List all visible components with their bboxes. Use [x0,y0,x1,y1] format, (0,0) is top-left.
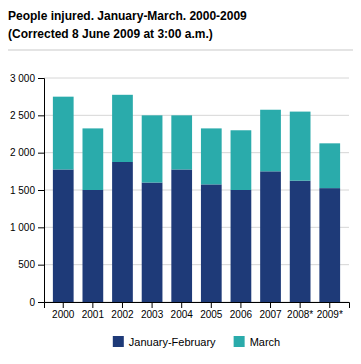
x-tick: 2003 [141,302,164,320]
legend-label: March [250,336,281,348]
y-tick-label: 500 [18,259,35,270]
bar [142,183,163,302]
x-tick-mark [270,302,271,308]
y-tick: 0 [29,297,44,308]
bar [319,143,340,188]
y-axis: 0 500 1 000 1 500 2 000 2 500 3 000 [10,73,45,308]
x-tick-mark [152,302,153,308]
y-tick-mark [38,115,44,116]
bar [201,184,222,302]
bar [260,110,281,172]
x-tick-label: 2005 [200,309,223,320]
bar [231,130,252,190]
x-tick: 2000 [52,302,75,320]
legend-item: January-February [113,336,216,348]
y-tick-label: 2 500 [10,110,35,121]
legend: January-February March [113,336,280,348]
x-tick-mark [181,302,182,308]
bar [53,169,74,302]
x-tick-mark [211,302,212,308]
title: People injured. January-March. 2000-2009 [8,9,247,23]
bar [201,128,222,184]
y-tick: 3 000 [10,73,44,84]
x-tick-label: 2008* [287,309,313,320]
bar [260,171,281,302]
y-tick-mark [38,265,44,266]
x-axis: 2000 2001 2002 2003 2004 2005 2006 2007 2008* 200… [45,302,350,320]
legend-label: January-February [129,336,216,348]
x-tick: 2005 [200,302,223,320]
y-tick-mark [38,190,44,191]
y-tick-mark [38,78,44,79]
bar [231,190,252,302]
y-tick-mark [38,153,44,154]
x-tick-label: 2002 [111,309,134,320]
bar [290,112,311,181]
y-tick-label: 1 500 [10,185,35,196]
x-tick: 2002 [111,302,134,320]
y-axis-line [38,79,45,303]
bar [82,190,103,302]
x-tick-label: 2000 [52,309,75,320]
legend-swatch [234,336,245,347]
x-tick-label: 2006 [230,309,253,320]
bar [142,115,163,182]
x-tick: 2009* [317,302,343,320]
x-tick: 2006 [230,302,253,320]
x-tick-label: 2003 [141,309,164,320]
x-axis-line [45,303,350,309]
y-tick-label: 0 [29,297,35,308]
x-tick-mark [329,302,330,308]
x-tick-label: 2001 [82,309,105,320]
legend-item: March [234,336,281,348]
bar [112,95,133,162]
bar [319,188,340,302]
bar [290,181,311,302]
x-tick-mark [92,302,93,308]
grid-line [44,78,349,79]
bars [53,95,340,302]
grid [44,78,349,302]
title-separator [8,50,353,51]
x-tick-label: 2007 [259,309,282,320]
x-tick-mark [300,302,301,308]
x-tick-label: 2009* [317,309,343,320]
y-tick-label: 2 000 [10,147,35,158]
chart: People injured. January-March. 2000-2009… [0,0,361,364]
y-tick-mark [38,227,44,228]
y-tick: 500 [18,259,44,270]
series [53,95,340,190]
x-tick: 2004 [171,302,194,320]
x-tick-mark [240,302,241,308]
y-tick-label: 1 000 [10,222,35,233]
x-tick: 2008* [287,302,313,320]
bar [171,169,192,302]
x-tick: 2001 [82,302,105,320]
y-tick-mark [38,302,44,303]
x-tick-label: 2004 [171,309,194,320]
y-tick: 2 500 [10,110,44,121]
y-tick: 1 000 [10,222,44,233]
subtitle: (Corrected 8 June 2009 at 3:00 a.m.) [8,27,213,41]
y-tick-label: 3 000 [10,73,35,84]
bar [112,162,133,302]
x-tick: 2007 [259,302,282,320]
plot: 2000 2001 2002 2003 2004 2005 2006 2007 2008* 200… [10,73,350,320]
bar [171,115,192,169]
x-tick-mark [122,302,123,308]
bar [53,97,74,170]
x-tick-mark [63,302,64,308]
y-tick: 2 000 [10,147,44,158]
y-tick: 1 500 [10,185,44,196]
legend-swatch [113,336,124,347]
bar [82,128,103,190]
